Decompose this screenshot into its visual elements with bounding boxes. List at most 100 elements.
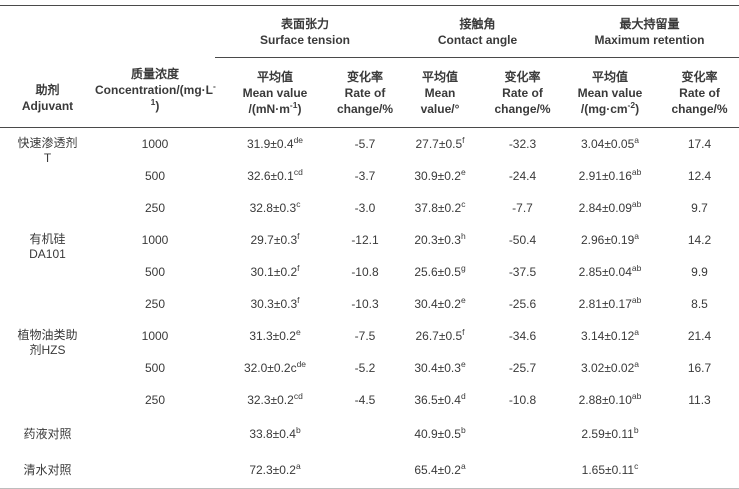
surface-tension-rate-cell: -4.5 [354, 392, 376, 407]
surface-tension-mean-cell-significance: f [297, 294, 300, 305]
surface-tension-mean-cell: 72.3±0.2a [215, 452, 335, 489]
contact-angle-mean-cell-value: 25.6±0.5 [414, 264, 461, 279]
table-row: 250 32.3±0.2cd -4.5 36.5±0.4d -10.8 2.88±0.10… [0, 384, 739, 416]
surface-tension-mean-cell-significance: de [293, 134, 304, 145]
control-row: 药液对照 33.8±0.4b 40.9±0.5b 2.59±0.11b [0, 416, 739, 452]
surface-tension-mean-cell-value: 32.8±0.3 [249, 200, 297, 215]
contact-angle-mean-cell-value: 40.9±0.5 [414, 426, 461, 441]
concentration-cell: 500 [144, 168, 166, 183]
concentration-header-zh: 质量浓度 [130, 67, 179, 81]
table-body: 快速渗透剂 T 1000 31.9±0.4de -5.7 27.7±0.5f -32.3 3.… [0, 128, 739, 489]
contact-angle-mean-cell: 36.5±0.4d [395, 384, 485, 416]
control-label-cell: 药液对照 [23, 426, 72, 441]
contact-angle-mean-cell: 65.4±0.2a [395, 452, 485, 489]
surface-tension-mean-cell-significance: cd [293, 166, 303, 177]
surface-tension-mean-cell: 30.3±0.3f [215, 288, 335, 320]
max-retention-mean-cell-value: 2.85±0.04 [578, 264, 632, 279]
surface-tension-mean-cell: 32.0±0.2cde [215, 352, 335, 384]
table-row: 250 30.3±0.3f -10.3 30.4±0.2e -25.6 2.81±0.17… [0, 288, 739, 320]
surface-tension-mean-cell-significance: b [295, 424, 301, 435]
contact-angle-rate-cell: -7.7 [512, 200, 533, 215]
adjuvant-name-line: DA101 [29, 247, 66, 261]
contact-angle-mean-cell-significance: d [460, 390, 466, 401]
contact-angle-rate-cell: -10.8 [508, 392, 537, 407]
max-retention-rate-cell: 11.3 [688, 392, 711, 407]
max-retention-group-header: 最大持留量 Maximum retention [560, 5, 739, 58]
surface-tension-mean-cell-value: 32.0±0.2c [243, 360, 297, 375]
surface-tension-mean-cell-value: 31.9±0.4 [246, 136, 294, 151]
max-retention-mean-cell-value: 2.88±0.10 [578, 392, 632, 407]
adjuvant-name-cell: 有机硅 DA101 [0, 224, 95, 320]
surface-tension-group-en: Surface tension [259, 33, 351, 47]
max-retention-mean-cell-significance: ab [631, 390, 642, 401]
concentration-cell: 1000 [141, 232, 169, 247]
max-retention-mean-cell-significance: ab [631, 166, 642, 177]
max-retention-mean-cell-value: 2.81±0.17 [578, 296, 632, 311]
adjuvant-name-cell: 快速渗透剂 T [0, 128, 95, 225]
surface-tension-mean-cell: 31.9±0.4de [215, 128, 335, 161]
max-retention-mean-cell: 2.91±0.16ab [560, 160, 660, 192]
contact-angle-rate-cell: -37.5 [508, 264, 537, 279]
max-retention-mean-cell-value: 2.84±0.09 [578, 200, 632, 215]
contact-angle-mean-cell-significance: h [460, 230, 466, 241]
contact-angle-rate-cell [485, 416, 560, 452]
max-retention-mean-cell: 2.84±0.09ab [560, 192, 660, 224]
max-retention-mean-cell: 2.88±0.10ab [560, 384, 660, 416]
surface-tension-rate-cell: -7.5 [354, 328, 376, 343]
surface-tension-rate-cell [335, 416, 395, 452]
table-row: 植物油类助 剂HZS 1000 31.3±0.2e -7.5 26.7±0.5f -34.6… [0, 320, 739, 357]
surface-tension-mean-cell-significance: e [295, 326, 301, 337]
max-retention-mean-cell-value: 1.65±0.11 [581, 462, 635, 477]
max-retention-mean-cell: 3.04±0.05a [560, 128, 660, 161]
table-row: 250 32.8±0.3c -3.0 37.8±0.2c -7.7 2.84±0.09ab… [0, 192, 739, 224]
contact-angle-mean-cell-value: 30.4±0.2 [414, 296, 461, 311]
adjuvant-name-line: T [43, 151, 52, 165]
contact-angle-mean-cell-significance: g [460, 262, 466, 273]
contact-angle-group-header: 接触角 Contact angle [395, 5, 560, 58]
concentration-cell [95, 452, 215, 489]
max-retention-mean-cell-value: 2.96±0.19 [580, 232, 635, 247]
surface-tension-mean-cell-value: 32.6±0.1 [247, 168, 294, 183]
max-retention-mean-cell-significance: ab [631, 262, 642, 273]
surface-tension-mean-cell-value: 29.7±0.3 [250, 232, 298, 247]
contact-angle-rate-cell: -32.3 [508, 136, 537, 151]
surface-tension-rate-cell: -3.0 [354, 200, 376, 215]
adjuvant-properties-table: 助剂 Adjuvant 质量浓度 Concentration/(mg·L-1) … [0, 5, 739, 489]
surface-tension-mean-cell: 32.8±0.3c [215, 192, 335, 224]
surface-tension-mean-cell: 31.3±0.2e [215, 320, 335, 352]
contact-angle-mean-cell: 40.9±0.5b [395, 416, 485, 452]
max-retention-mean-cell-value: 2.91±0.16 [578, 168, 632, 183]
contact-angle-mean-cell: 30.4±0.3e [395, 352, 485, 384]
max-retention-mean-cell: 1.65±0.11c [560, 452, 660, 489]
max-retention-mean-cell: 2.81±0.17ab [560, 288, 660, 320]
max-retention-mean-cell-significance: a [634, 230, 640, 241]
adjuvant-name-line: 植物油类助 [17, 328, 78, 342]
surface-tension-mean-cell-value: 30.1±0.2 [250, 264, 298, 279]
surface-tension-rate-cell: -5.2 [354, 360, 376, 375]
surface-tension-mean-cell-significance: a [295, 460, 301, 471]
max-retention-rate-cell: 14.2 [687, 232, 712, 247]
contact-angle-mean-cell: 30.4±0.2e [395, 288, 485, 320]
max-retention-group-en: Maximum retention [594, 33, 705, 47]
concentration-cell: 250 [144, 200, 166, 215]
contact-angle-mean-cell: 37.8±0.2c [395, 192, 485, 224]
surface-tension-mean-cell: 32.6±0.1cd [215, 160, 335, 192]
concentration-cell: 500 [144, 264, 166, 279]
max-retention-mean-header: 平均值 Mean value /(mg·cm-2) [560, 57, 660, 128]
concentration-column-header: 质量浓度 Concentration/(mg·L-1) [95, 5, 216, 128]
contact-angle-mean-cell: 26.7±0.5f [395, 320, 485, 352]
adjuvant-header-en: Adjuvant [21, 99, 74, 113]
surface-tension-mean-cell-significance: f [297, 230, 300, 241]
max-retention-mean-cell-significance: b [633, 424, 639, 435]
max-retention-mean-cell-value: 3.04±0.05 [580, 136, 635, 151]
contact-angle-mean-cell-significance: e [460, 358, 466, 369]
adjuvant-name-cell: 植物油类助 剂HZS [0, 320, 95, 416]
contact-angle-mean-cell-significance: f [462, 134, 465, 145]
surface-tension-mean-cell-value: 30.3±0.3 [250, 296, 298, 311]
contact-angle-mean-cell-value: 27.7±0.5 [415, 136, 463, 151]
adjuvant-header-zh: 助剂 [35, 83, 60, 97]
contact-angle-rate-cell [485, 452, 560, 489]
contact-angle-group-en: Contact angle [437, 33, 518, 47]
max-retention-mean-cell-significance: ab [631, 294, 642, 305]
